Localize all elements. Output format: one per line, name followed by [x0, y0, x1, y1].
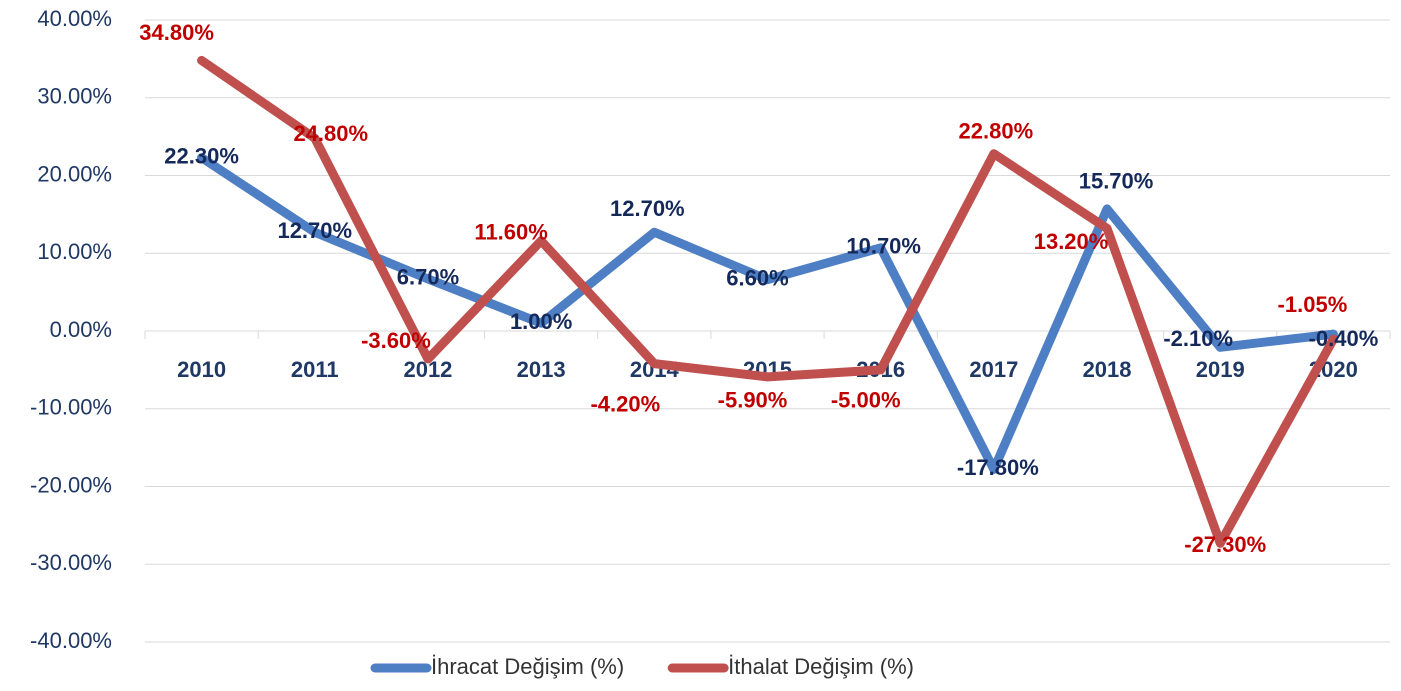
data-label: 15.70%: [1079, 169, 1154, 194]
data-label: -4.20%: [590, 391, 660, 416]
y-tick-label: -40.00%: [30, 628, 112, 653]
y-tick-label: 20.00%: [37, 161, 112, 186]
x-tick-label: 2010: [177, 357, 226, 382]
x-tick-label: 2017: [969, 357, 1018, 382]
x-tick-label: 2011: [291, 357, 339, 382]
data-label: -1.05%: [1278, 292, 1348, 317]
series-line: [197, 153, 1338, 474]
legend-label: İthalat Değişim (%): [728, 654, 914, 679]
data-label: 6.70%: [397, 265, 459, 290]
data-label: -5.00%: [831, 388, 901, 413]
y-tick-label: 10.00%: [37, 239, 112, 264]
y-tick-label: 30.00%: [37, 84, 112, 109]
data-label: 12.70%: [610, 196, 685, 221]
y-tick-label: -10.00%: [30, 395, 112, 420]
data-label: -2.10%: [1163, 326, 1233, 351]
data-label: -0.40%: [1309, 326, 1379, 351]
legend-label: İhracat Değişim (%): [431, 654, 624, 679]
data-label: 6.60%: [726, 265, 788, 290]
data-label: 12.70%: [277, 218, 352, 243]
y-tick-label: 40.00%: [37, 6, 112, 31]
data-label: 1.00%: [510, 309, 572, 334]
data-label: -3.60%: [361, 328, 431, 353]
x-tick-label: 2013: [517, 357, 566, 382]
data-label: 22.80%: [959, 119, 1034, 144]
data-label: -27.30%: [1184, 532, 1266, 557]
x-tick-label: 2019: [1196, 357, 1245, 382]
data-label: -17.80%: [957, 455, 1039, 480]
data-label: 10.70%: [846, 234, 921, 259]
data-label: -5.90%: [718, 388, 788, 413]
data-label: 11.60%: [474, 220, 547, 245]
data-label: 22.30%: [164, 143, 239, 168]
x-tick-label: 2018: [1083, 357, 1132, 382]
y-tick-label: -20.00%: [30, 472, 112, 497]
data-label: 13.20%: [1034, 229, 1109, 254]
data-label: 24.80%: [293, 121, 368, 146]
series-line: [197, 55, 1338, 548]
y-tick-label: 0.00%: [50, 317, 112, 342]
y-tick-label: -30.00%: [30, 550, 112, 575]
data-label: 34.80%: [139, 20, 214, 45]
